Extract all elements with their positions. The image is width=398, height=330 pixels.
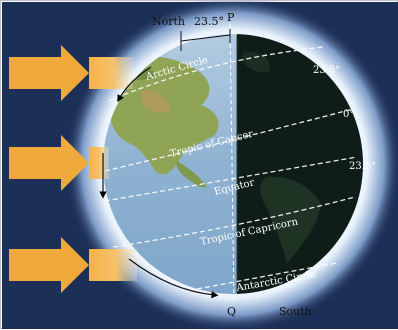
south-america-landmass (260, 176, 321, 263)
sun-rays (9, 45, 137, 293)
tilt-angle-bracket (180, 34, 231, 42)
arrow-right-icon (9, 135, 89, 191)
latitude-south-label: 23.5° (349, 161, 376, 172)
earth-axis (229, 22, 235, 302)
arctic-circle-line (108, 46, 324, 102)
south-label: South (279, 305, 312, 318)
sunlight-arc-top (117, 66, 152, 103)
sunlight-arc-bottom (128, 258, 219, 299)
central-america-landmass (176, 161, 207, 188)
arrow-right-icon (9, 237, 89, 293)
latitude-north-label: 23.5° (313, 65, 340, 76)
tropic-of-capricorn-line (112, 196, 356, 248)
latitude-zero-label: 0° (343, 109, 354, 120)
pole-p-label: P (227, 11, 235, 24)
north-america-landmass (107, 56, 219, 175)
tropic-of-cancer-line (104, 108, 354, 172)
tilt-angle-label: 23.5° (194, 15, 224, 28)
pole-q-label: Q (227, 305, 236, 318)
north-label: North (152, 15, 185, 28)
earth-globe (103, 34, 363, 294)
arrow-right-icon (9, 45, 89, 101)
antarctic-circle-line (196, 262, 338, 290)
